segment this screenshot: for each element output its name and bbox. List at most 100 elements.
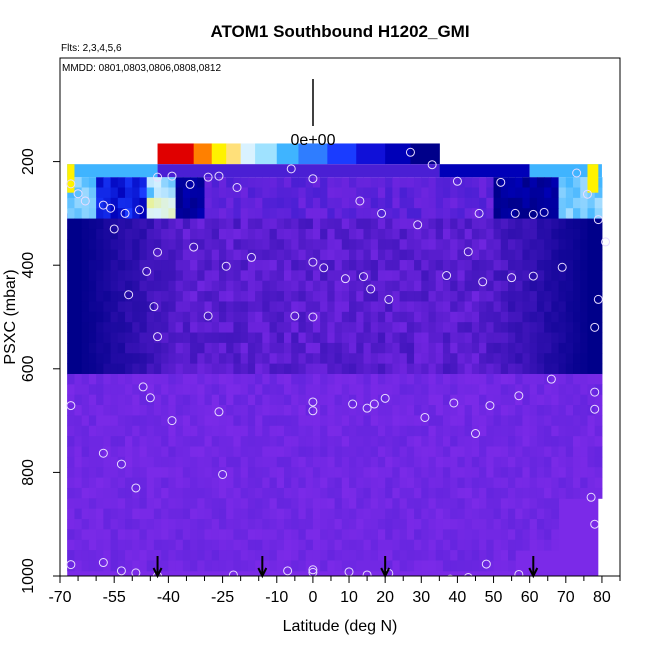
heat-cell <box>471 249 480 261</box>
heat-cell <box>486 519 495 530</box>
heat-cell <box>81 301 90 313</box>
heat-cell <box>269 477 278 489</box>
heat-cell <box>573 394 581 406</box>
heat-cell <box>334 177 343 188</box>
heat-cell <box>218 498 227 510</box>
heat-cell <box>204 311 213 323</box>
heat-cell <box>218 373 227 385</box>
heat-cell <box>284 498 292 510</box>
heat-cell <box>442 249 451 261</box>
heat-cell <box>363 260 372 271</box>
heat-cell <box>544 280 552 292</box>
heat-cell <box>67 405 75 416</box>
heat-cell <box>493 436 502 447</box>
heat-cell <box>190 197 198 209</box>
y-tick-label: 1000 <box>20 558 37 594</box>
heat-cell <box>298 560 307 572</box>
heat-cell <box>284 228 292 240</box>
heat-cell <box>573 280 581 292</box>
heat-cell <box>110 560 119 572</box>
heat-cell <box>385 373 393 385</box>
heat-cell <box>327 363 336 375</box>
heat-cell <box>240 446 249 458</box>
heat-cell <box>125 197 133 209</box>
heat-cell <box>247 260 256 271</box>
heat-cell <box>269 353 278 365</box>
heat-cell <box>226 560 234 572</box>
heat-cell <box>168 498 177 510</box>
heat-cell <box>96 436 104 447</box>
heat-cell <box>291 260 299 271</box>
heat-cell <box>182 311 191 323</box>
heat-cell <box>522 177 531 188</box>
heat-cell <box>327 239 336 251</box>
heat-cell <box>204 332 213 344</box>
heat-cell <box>125 529 133 541</box>
heat-cell <box>88 301 97 313</box>
heat-cell <box>392 260 401 271</box>
heat-cell <box>406 405 415 416</box>
heat-cell <box>284 539 292 551</box>
heat-cell <box>233 177 242 188</box>
heat-cell <box>471 529 480 541</box>
heat-cell <box>565 187 574 199</box>
heat-cell <box>312 529 321 541</box>
heat-cell <box>269 197 278 209</box>
heat-cell <box>233 508 242 520</box>
heat-cell <box>385 270 393 282</box>
heat-cell <box>88 187 97 199</box>
heat-cell <box>594 187 603 199</box>
heat-cell <box>385 405 393 416</box>
heat-cell <box>399 311 408 323</box>
heat-cell <box>139 560 148 572</box>
heat-cell <box>247 301 256 313</box>
heat-cell <box>103 187 112 199</box>
heat-cell <box>414 436 422 447</box>
heat-cell <box>312 373 321 385</box>
heat-cell <box>334 208 343 220</box>
heat-cell <box>74 425 83 437</box>
heat-cell <box>298 291 307 302</box>
heat-cell <box>493 228 502 240</box>
heat-cell <box>587 332 596 344</box>
observation-point <box>470 429 480 439</box>
heat-cell <box>580 425 588 437</box>
heat-cell <box>88 519 97 530</box>
heat-cell <box>421 342 430 354</box>
heat-cell <box>428 249 437 261</box>
heat-cell <box>132 291 140 302</box>
heat-cell <box>74 394 83 406</box>
heat-cell <box>161 519 169 530</box>
heat-cell <box>450 280 458 292</box>
heat-cell <box>312 550 321 561</box>
heat-cell <box>132 550 140 561</box>
heat-cell <box>522 436 531 447</box>
heat-cell <box>414 270 422 282</box>
heat-cell <box>276 332 285 344</box>
heat-cell <box>182 456 191 468</box>
heat-cell <box>117 363 126 375</box>
heat-cell <box>81 363 90 375</box>
heat-cell <box>247 208 256 220</box>
heat-cell <box>544 529 552 541</box>
heat-cell <box>161 550 169 561</box>
observation-point <box>446 574 454 576</box>
heat-cell <box>96 467 104 479</box>
observation-point <box>308 312 318 322</box>
heat-cell <box>558 218 567 230</box>
heat-cell <box>587 446 596 458</box>
heat-cell <box>284 187 292 199</box>
heat-cell <box>298 218 307 230</box>
heat-cell <box>276 519 285 530</box>
heat-cell <box>81 239 90 251</box>
heat-cell <box>67 187 75 199</box>
heat-cell <box>269 270 278 282</box>
heat-cell <box>500 467 509 479</box>
heat-cell <box>204 291 213 302</box>
heat-cell <box>565 177 574 188</box>
heat-cell <box>500 353 509 365</box>
heat-cell <box>175 187 184 199</box>
heat-cell <box>197 446 206 458</box>
heat-cell <box>544 394 552 406</box>
heat-cell <box>96 394 104 406</box>
